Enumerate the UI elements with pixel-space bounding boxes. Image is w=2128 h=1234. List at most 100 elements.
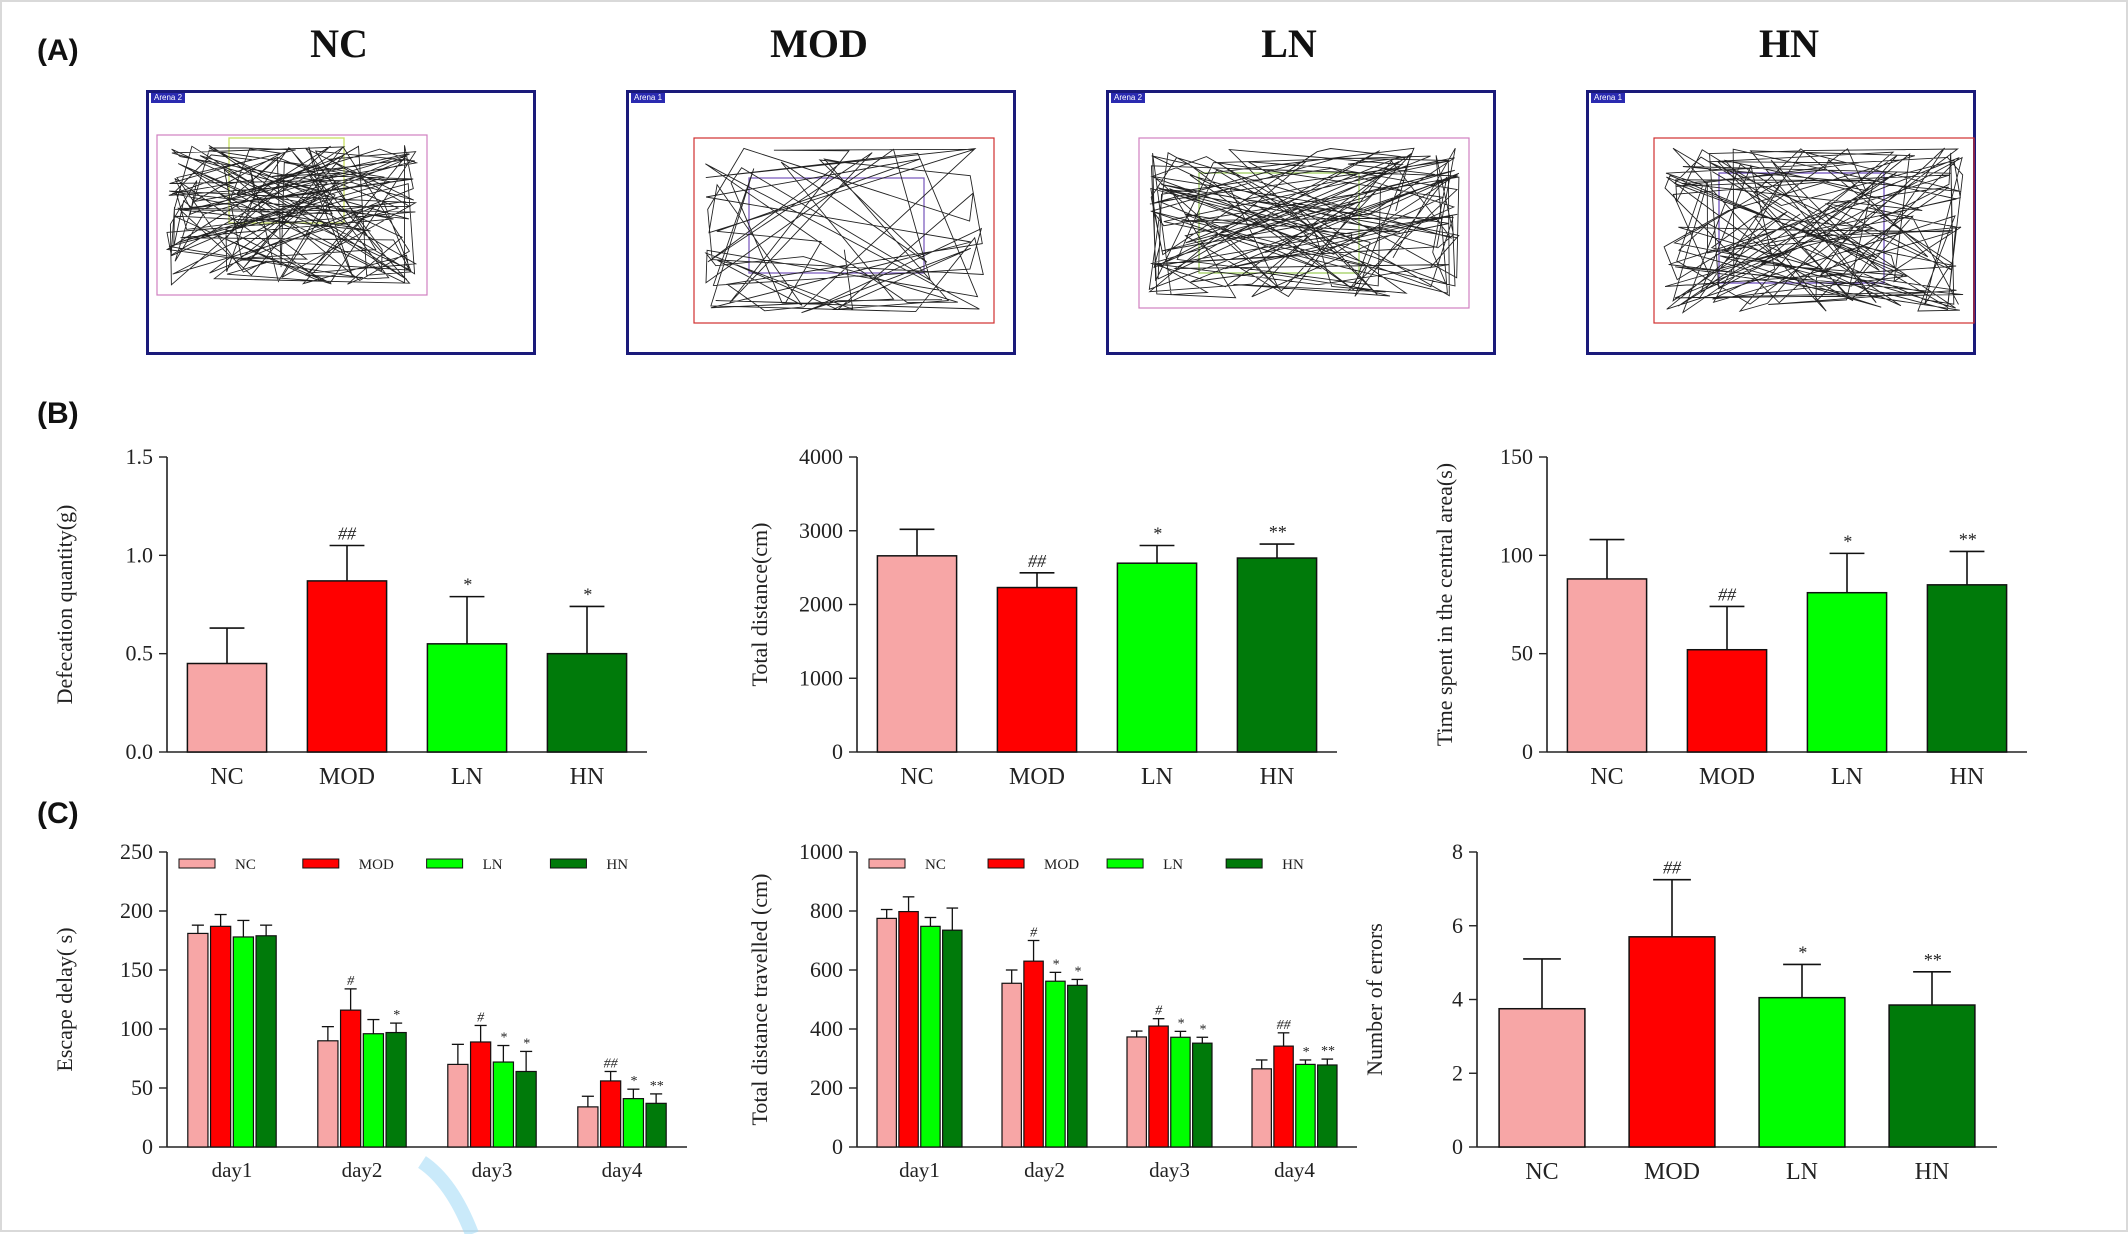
x-tick-label: day2 [1024, 1158, 1065, 1182]
bar-hn [1888, 1004, 1976, 1148]
x-tick-label: MOD [1644, 1159, 1700, 1185]
bar-nc [187, 932, 209, 1148]
legend-label-hn: HN [1282, 857, 1304, 873]
bar-ln [232, 936, 255, 1148]
bar-mod [1686, 648, 1768, 753]
significance-mark: * [500, 1031, 507, 1046]
y-tick-label: 1.0 [126, 542, 154, 567]
x-tick-label: HN [1260, 764, 1295, 790]
y-tick-label: 0 [1522, 739, 1533, 764]
x-tick-label: HN [1950, 764, 1985, 790]
y-axis-label: Defecation quantity(g) [52, 505, 77, 705]
bar-nc [577, 1106, 599, 1148]
track-title-mod: MOD [770, 21, 868, 66]
x-tick-label: MOD [1699, 764, 1755, 790]
y-tick-label: 50 [1511, 641, 1533, 666]
x-tick-label: NC [210, 764, 243, 790]
arena-tag: Arena 2 [1111, 93, 1146, 103]
track-title-ln: LN [1261, 21, 1317, 66]
significance-mark: * [393, 1008, 400, 1023]
significance-mark: * [1074, 964, 1081, 979]
movement-track [704, 147, 984, 314]
bar-hn [1067, 984, 1088, 1148]
bar-hn [645, 1102, 667, 1148]
significance-mark: * [1843, 531, 1852, 551]
legend-label-mod: MOD [1044, 857, 1079, 873]
significance-mark: * [523, 1036, 530, 1051]
significance-mark: ## [604, 1056, 619, 1071]
significance-mark: ## [1028, 551, 1047, 571]
movement-track [1663, 147, 1964, 314]
chart-b1: 0.0 0.5 1.0 1.5 Defecation quantity(g) NC ## MO… [52, 444, 647, 790]
legend-swatch-hn [1225, 858, 1263, 869]
y-tick-label: 100 [120, 1016, 153, 1041]
chart-b3: 0 50 100 150 Time spent in the central area(… [1432, 444, 2027, 790]
track-svg [156, 134, 428, 296]
x-tick-label: LN [1786, 1159, 1818, 1185]
x-tick-label: MOD [319, 764, 375, 790]
legend-swatch-ln [1106, 858, 1144, 869]
bar-ln [1295, 1063, 1316, 1148]
arena-boundary [693, 137, 995, 324]
track-svg [1138, 137, 1470, 309]
track-plot-nc: Arena 2 [146, 90, 536, 355]
significance-mark: * [1052, 957, 1059, 972]
significance-mark: ** [1923, 950, 1941, 970]
bar-ln [492, 1061, 515, 1148]
y-tick-label: 150 [120, 957, 153, 982]
bar-ln [362, 1033, 385, 1148]
x-tick-label: day1 [212, 1158, 253, 1182]
bar-ln [1116, 562, 1198, 753]
chart-b2: 0 1000 2000 3000 4000 Total distance(cm) NC ## M… [747, 444, 1337, 790]
y-tick-label: 100 [1500, 542, 1533, 567]
x-tick-label: day1 [899, 1158, 940, 1182]
arena-boundary [156, 134, 428, 296]
bar-hn [1317, 1064, 1338, 1148]
legend-label-nc: NC [235, 857, 256, 873]
bar-mod [469, 1041, 492, 1148]
bar-mod [1148, 1025, 1169, 1148]
arena-boundary [1653, 137, 1975, 324]
x-tick-label: day4 [602, 1158, 643, 1182]
y-tick-label: 200 [120, 898, 153, 923]
significance-mark: * [583, 584, 592, 604]
significance-mark: * [630, 1074, 637, 1089]
legend-label-hn: HN [606, 857, 628, 873]
x-tick-label: MOD [1009, 764, 1065, 790]
y-tick-label: 250 [120, 839, 153, 864]
panel-label-b: (B) [37, 397, 79, 430]
y-tick-label: 3000 [799, 518, 843, 543]
bar-mod [599, 1080, 622, 1148]
y-axis-label: Escape delay( s) [52, 927, 77, 1071]
track-title-hn: HN [1759, 21, 1819, 66]
x-tick-label: HN [1915, 1159, 1950, 1185]
bar-ln [920, 925, 941, 1148]
bar-hn [1926, 584, 2008, 753]
bar-nc [1126, 1036, 1147, 1148]
y-tick-label: 0 [832, 739, 843, 764]
bar-nc [317, 1040, 339, 1148]
bar-hn [1236, 557, 1318, 753]
bar-hn [515, 1070, 537, 1148]
legend-label-mod: MOD [359, 857, 394, 873]
bar-ln [1170, 1036, 1191, 1148]
legend-swatch-nc [868, 858, 906, 869]
significance-mark: ** [1320, 1044, 1334, 1059]
legend-label-ln: LN [483, 857, 503, 873]
movement-track [165, 145, 419, 286]
bar-ln [426, 643, 508, 753]
bar-ln [622, 1098, 645, 1148]
bar-mod [306, 580, 388, 753]
significance-mark: ** [649, 1079, 663, 1094]
legend-swatch-nc [178, 858, 216, 869]
arena-tag: Arena 1 [1591, 93, 1626, 103]
track-svg [1653, 137, 1975, 324]
bar-ln [1758, 996, 1846, 1148]
y-tick-label: 1000 [799, 839, 843, 864]
bar-mod [1023, 960, 1044, 1148]
y-tick-label: 1.5 [126, 444, 154, 469]
y-tick-label: 6 [1452, 913, 1463, 938]
y-axis-label: Number of errors [1362, 923, 1387, 1076]
significance-mark: * [1177, 1016, 1184, 1031]
